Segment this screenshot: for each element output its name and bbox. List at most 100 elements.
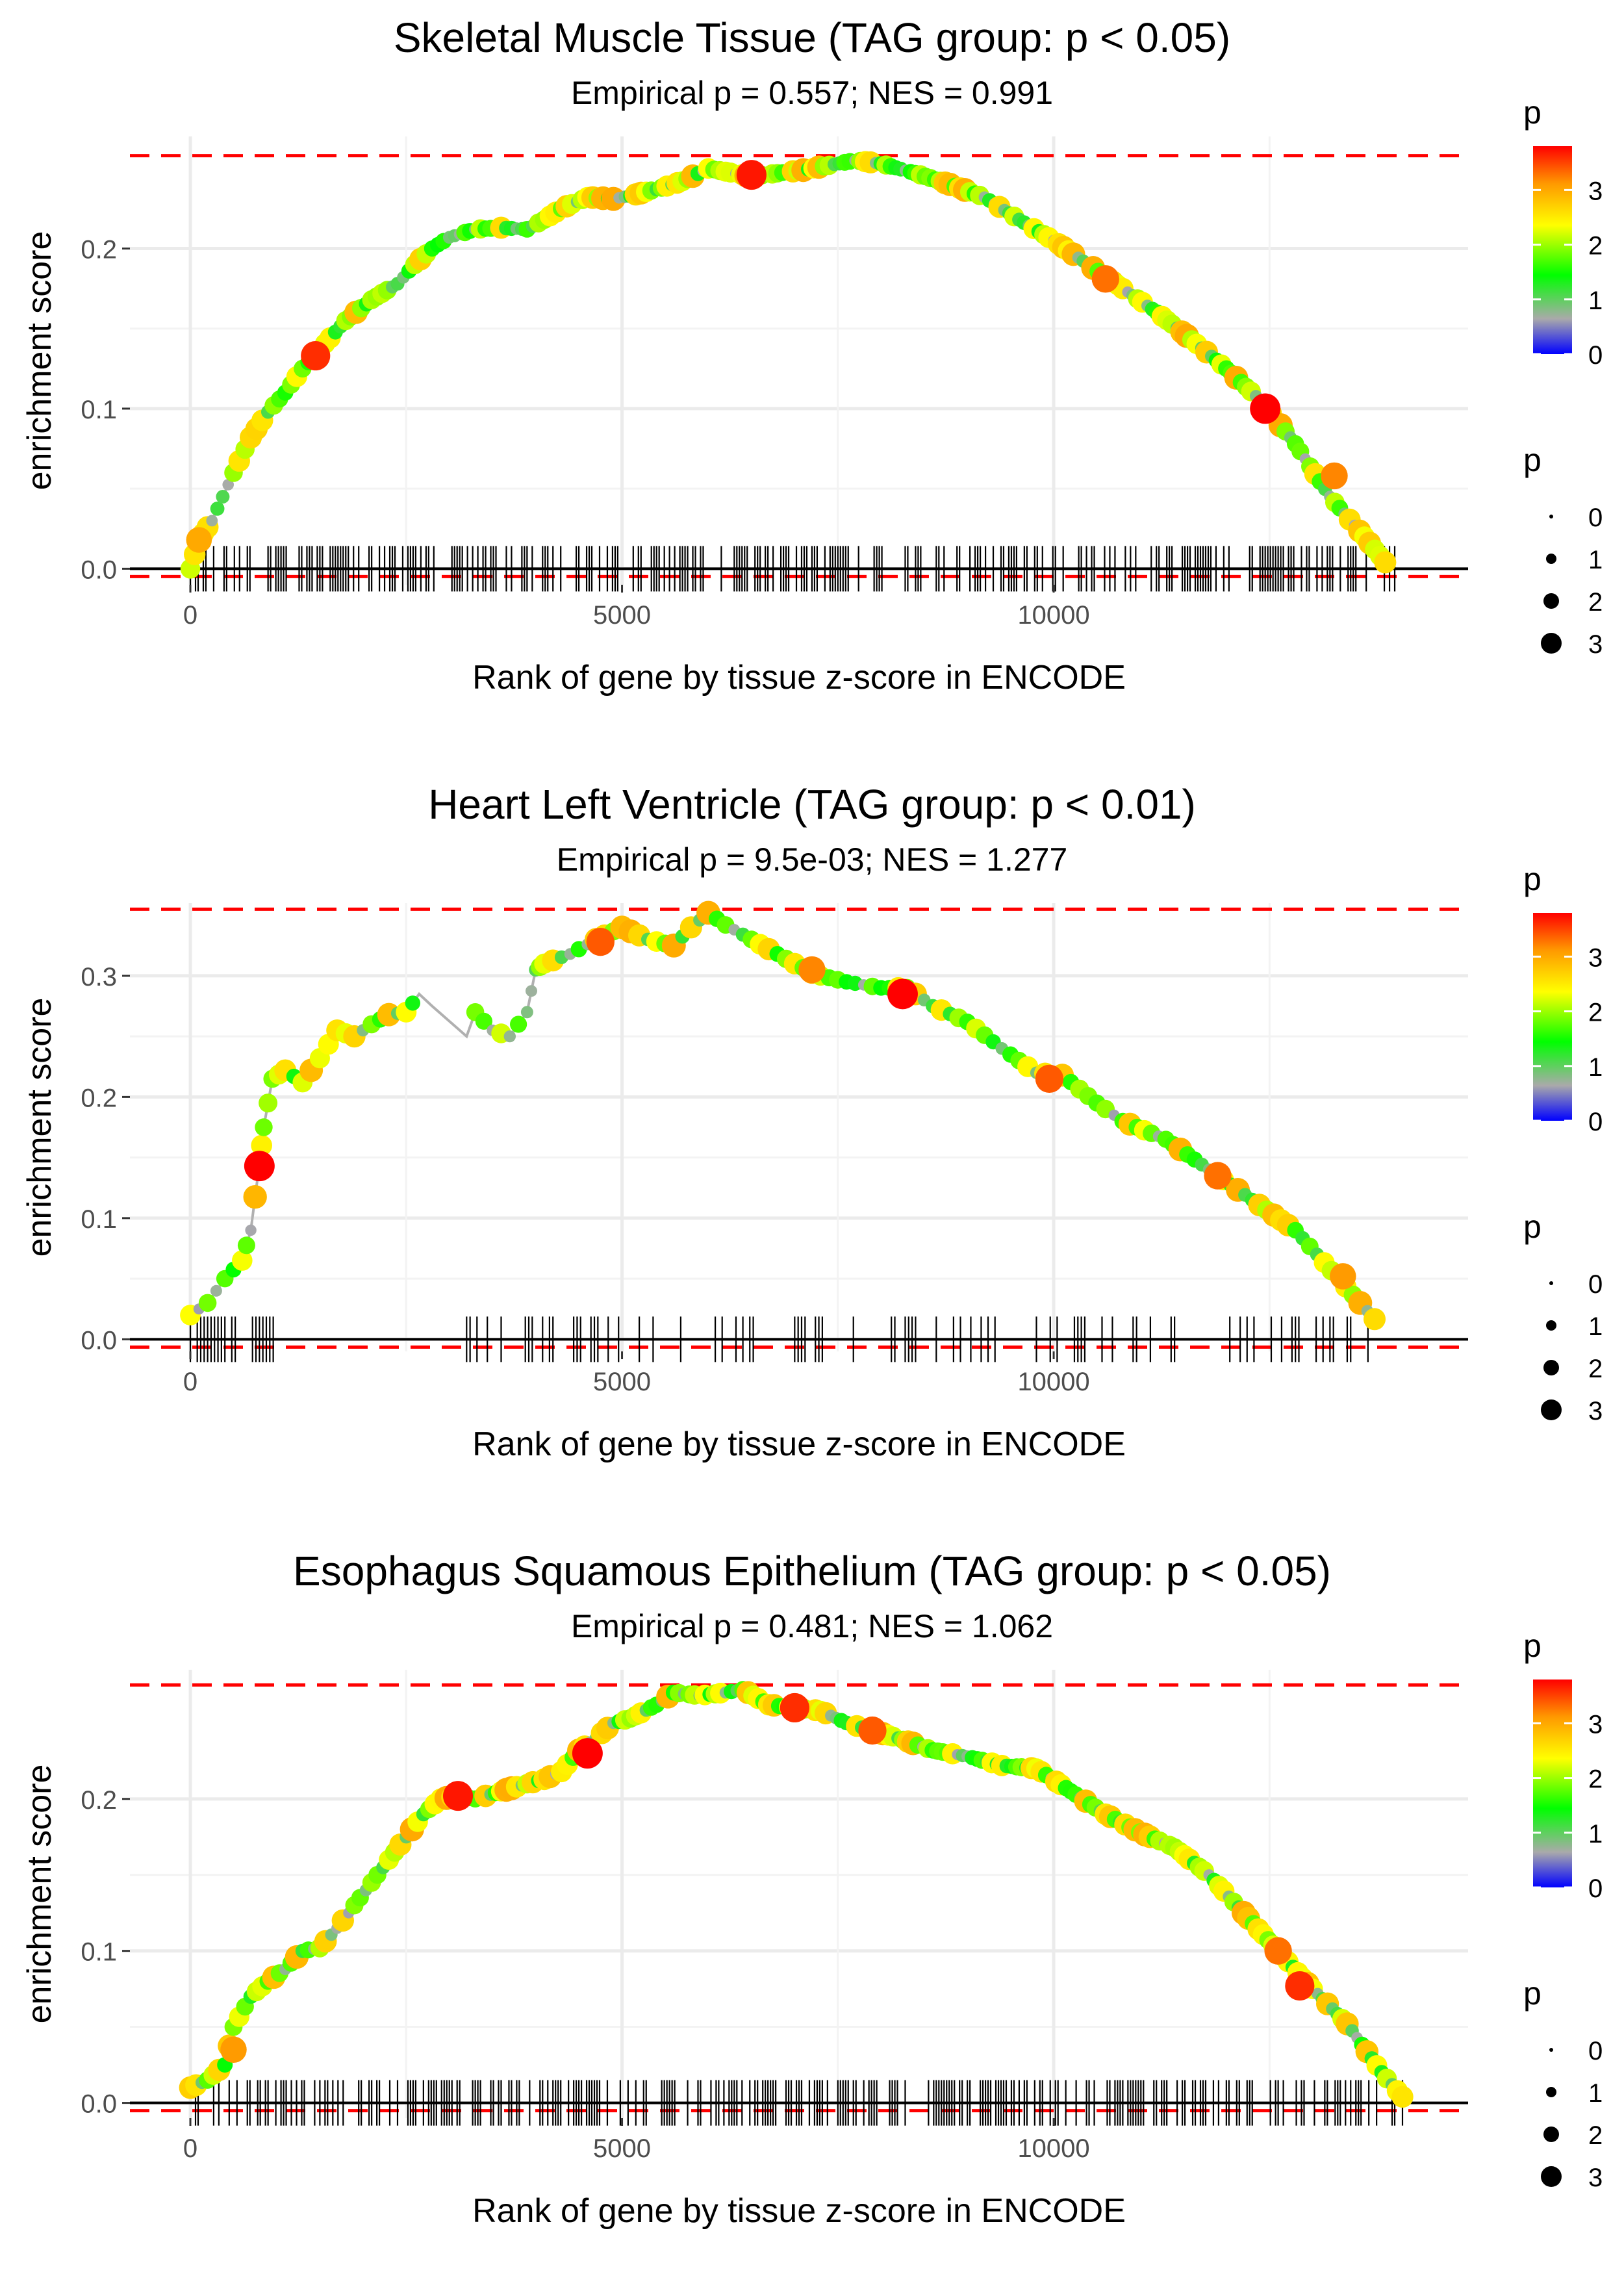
panel-2: Heart Left Ventricle (TAG group: p < 0.0… <box>21 781 1603 1463</box>
color-legend: p 0 1 2 3 <box>1523 94 1603 370</box>
y-axis-label: enrichment score <box>21 231 58 491</box>
es-point <box>510 1016 527 1033</box>
color-legend-label: 1 <box>1588 1820 1603 1848</box>
es-point-highlight <box>1035 1064 1064 1093</box>
color-legend-label: 2 <box>1588 232 1603 261</box>
x-tick-label: 5000 <box>593 2134 651 2163</box>
y-tick-label: 0.2 <box>81 1786 117 1815</box>
es-point-highlight <box>443 1781 474 1811</box>
es-point-highlight <box>1250 393 1281 424</box>
size-legend-title: p <box>1523 1208 1542 1245</box>
x-tick-label: 0 <box>183 1368 197 1396</box>
es-points <box>180 151 1397 579</box>
size-legend-label: 0 <box>1588 2037 1603 2065</box>
size-legend-dot <box>1541 2166 1562 2187</box>
chart-subtitle: Empirical p = 9.5e-03; NES = 1.277 <box>557 841 1068 878</box>
es-point <box>210 502 225 516</box>
es-point <box>232 1250 253 1271</box>
size-legend-label: 3 <box>1588 630 1603 659</box>
size-legend: p 0 1 2 3 <box>1523 1208 1603 1425</box>
color-legend-label: 3 <box>1588 177 1603 205</box>
es-points <box>180 901 1386 1331</box>
size-legend-label: 1 <box>1588 546 1603 574</box>
x-tick-label: 0 <box>183 2134 197 2163</box>
color-legend-label: 0 <box>1588 1108 1603 1136</box>
size-legend-label: 0 <box>1588 1270 1603 1299</box>
chart-title: Heart Left Ventricle (TAG group: p < 0.0… <box>428 781 1196 828</box>
size-legend-dot <box>1546 2087 1556 2097</box>
x-axis-label: Rank of gene by tissue z-score in ENCODE <box>472 659 1126 696</box>
size-legend: p 0 1 2 3 <box>1523 442 1603 659</box>
x-tick-label: 10000 <box>1017 601 1089 630</box>
es-point <box>405 995 420 1011</box>
color-legend-label: 2 <box>1588 1765 1603 1794</box>
size-legend-dot <box>1543 2127 1559 2142</box>
color-legend-label: 3 <box>1588 943 1603 972</box>
es-point-highlight <box>1204 1162 1232 1190</box>
chart-subtitle: Empirical p = 0.557; NES = 0.991 <box>571 75 1053 111</box>
es-point <box>245 1224 257 1236</box>
es-point <box>243 1185 267 1209</box>
y-tick-label: 0.1 <box>81 396 117 424</box>
size-legend-label: 2 <box>1588 2121 1603 2150</box>
size-legend-label: 3 <box>1588 1397 1603 1425</box>
es-point-highlight <box>780 1693 809 1723</box>
chart-title: Esophagus Squamous Epithelium (TAG group… <box>293 1548 1331 1594</box>
color-bar <box>1533 1680 1572 1887</box>
x-axis-label: Rank of gene by tissue z-score in ENCODE <box>472 2192 1126 2230</box>
es-point-highlight <box>244 1151 275 1182</box>
y-tick-label: 0.0 <box>81 1326 117 1355</box>
color-legend-label: 2 <box>1588 999 1603 1027</box>
chart-subtitle: Empirical p = 0.481; NES = 1.062 <box>571 1608 1053 1644</box>
es-point <box>237 1236 255 1255</box>
y-tick-label: 0.2 <box>81 236 117 264</box>
size-legend-label: 2 <box>1588 588 1603 617</box>
es-point-highlight <box>736 160 767 190</box>
size-legend-dot <box>1546 1320 1556 1331</box>
color-legend-label: 1 <box>1588 1053 1603 1082</box>
color-legend: p 0 1 2 3 <box>1523 861 1603 1136</box>
y-tick-label: 0.0 <box>81 556 117 584</box>
size-legend-label: 1 <box>1588 1312 1603 1341</box>
y-tick-label: 0.1 <box>81 1205 117 1234</box>
axes: 0.0 0.1 0.2 0.3 0 5000 10000 Rank of gene by ti… <box>21 963 1126 1463</box>
x-tick-label: 0 <box>183 601 197 630</box>
es-point-highlight <box>301 341 331 371</box>
color-legend-title: p <box>1523 1628 1542 1664</box>
es-point <box>222 479 235 491</box>
es-point-highlight <box>1321 462 1348 490</box>
es-points <box>179 1681 1414 2108</box>
es-point-highlight <box>586 928 615 956</box>
size-legend-dot <box>1549 2048 1553 2052</box>
es-point-highlight <box>220 2036 247 2063</box>
y-tick-label: 0.0 <box>81 2090 117 2119</box>
es-point-highlight <box>1264 1937 1292 1965</box>
color-legend-label: 0 <box>1588 1874 1603 1903</box>
size-legend-title: p <box>1523 442 1542 478</box>
x-tick-label: 5000 <box>593 1368 651 1396</box>
gridlines <box>130 136 1468 585</box>
es-point <box>1374 551 1397 574</box>
es-point-highlight <box>887 978 918 1010</box>
size-legend-label: 2 <box>1588 1355 1603 1383</box>
es-point-highlight <box>1330 1263 1356 1290</box>
es-point <box>206 515 218 527</box>
size-legend-dot <box>1541 633 1562 654</box>
size-legend-dot <box>1543 1360 1559 1375</box>
axes: 0.0 0.1 0.2 0 5000 10000 Rank of gene by tissu… <box>21 231 1126 696</box>
size-legend-label: 1 <box>1588 2079 1603 2108</box>
color-bar <box>1533 146 1572 354</box>
y-tick-label: 0.3 <box>81 963 117 991</box>
es-point <box>251 1134 273 1156</box>
y-tick-label: 0.1 <box>81 1938 117 1967</box>
x-tick-label: 10000 <box>1017 2134 1089 2163</box>
es-point <box>1364 1308 1386 1331</box>
y-tick-label: 0.2 <box>81 1084 117 1112</box>
es-point <box>503 1030 516 1043</box>
color-legend-label: 3 <box>1588 1710 1603 1739</box>
es-point <box>259 1093 278 1113</box>
es-point <box>216 490 230 504</box>
es-point-highlight <box>798 956 826 984</box>
es-point-highlight <box>858 1716 887 1745</box>
